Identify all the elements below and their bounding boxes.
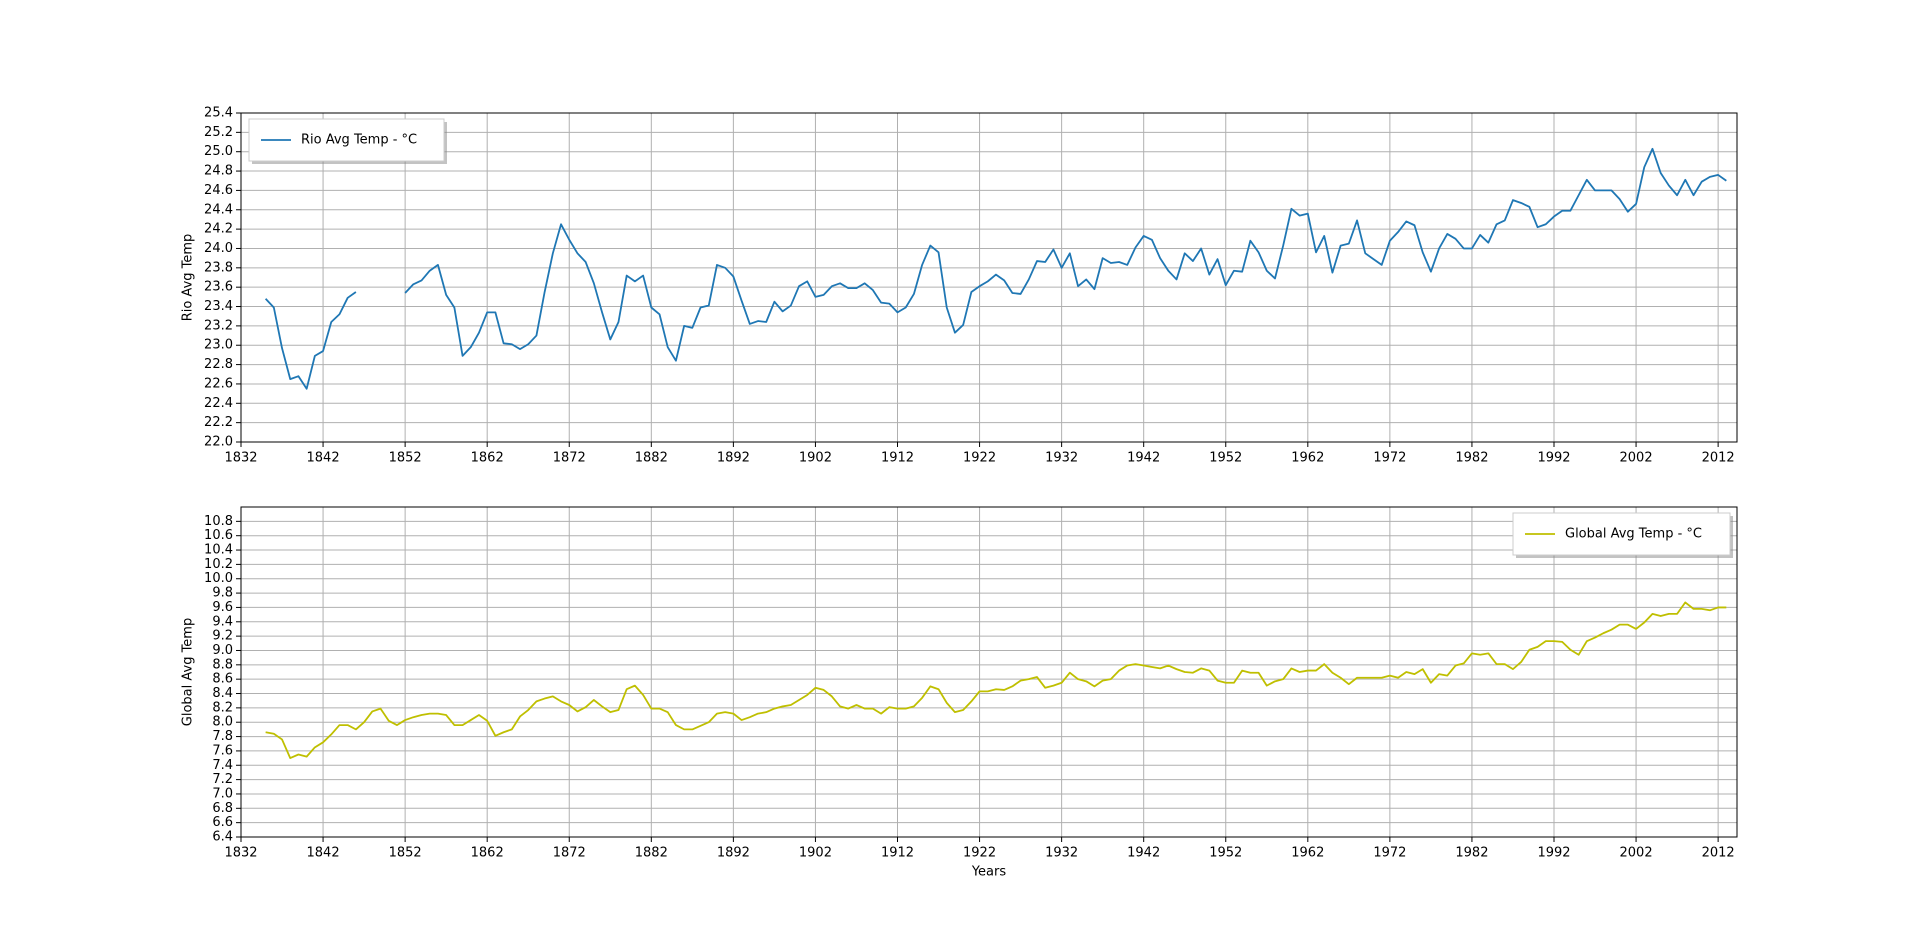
y-tick-label: 8.0 bbox=[212, 715, 233, 730]
y-tick-label: 9.2 bbox=[212, 629, 233, 644]
y-tick-label: 24.6 bbox=[204, 183, 233, 198]
y-tick-label: 25.0 bbox=[204, 144, 233, 159]
x-tick-label: 1892 bbox=[717, 846, 750, 861]
x-tick-label: 1942 bbox=[1127, 846, 1160, 861]
y-tick-label: 25.2 bbox=[204, 125, 233, 140]
x-tick-label: 1962 bbox=[1291, 451, 1324, 466]
x-tick-label: 2012 bbox=[1702, 846, 1735, 861]
x-tick-label: 1882 bbox=[635, 451, 668, 466]
y-tick-label: 23.4 bbox=[204, 299, 233, 314]
legend-label: Global Avg Temp - °C bbox=[1565, 527, 1702, 542]
y-tick-label: 9.0 bbox=[212, 643, 233, 658]
y-tick-label: 8.6 bbox=[212, 672, 233, 687]
y-tick-label: 22.8 bbox=[204, 357, 233, 372]
y-tick-label: 24.8 bbox=[204, 164, 233, 179]
x-tick-label: 1852 bbox=[389, 846, 422, 861]
data-line bbox=[264, 147, 1727, 390]
x-tick-label: 1872 bbox=[553, 846, 586, 861]
y-tick-label: 23.0 bbox=[204, 338, 233, 353]
x-tick-label: 1962 bbox=[1291, 846, 1324, 861]
x-tick-label: 1992 bbox=[1537, 846, 1570, 861]
x-tick-label: 1952 bbox=[1209, 451, 1242, 466]
y-tick-label: 10.2 bbox=[204, 557, 233, 572]
x-tick-label: 1872 bbox=[553, 451, 586, 466]
y-tick-label: 10.4 bbox=[204, 543, 233, 558]
y-tick-label: 22.2 bbox=[204, 415, 233, 430]
x-tick-label: 1832 bbox=[224, 846, 257, 861]
y-tick-label: 9.6 bbox=[212, 600, 233, 615]
x-tick-label: 1982 bbox=[1455, 846, 1488, 861]
x-tick-label: 1902 bbox=[799, 846, 832, 861]
x-tick-label: 1892 bbox=[717, 451, 750, 466]
y-tick-label: 6.8 bbox=[212, 801, 233, 816]
y-tick-label: 7.8 bbox=[212, 729, 233, 744]
y-tick-label: 23.6 bbox=[204, 280, 233, 295]
y-tick-label: 9.4 bbox=[212, 614, 233, 629]
y-tick-label: 8.4 bbox=[212, 686, 233, 701]
y-axis-label: Rio Avg Temp bbox=[181, 234, 196, 322]
y-tick-label: 22.0 bbox=[204, 435, 233, 450]
y-tick-label: 24.0 bbox=[204, 241, 233, 256]
y-axis-label: Global Avg Temp bbox=[181, 618, 196, 726]
x-tick-label: 1882 bbox=[635, 846, 668, 861]
y-tick-label: 9.8 bbox=[212, 586, 233, 601]
x-tick-label: 1862 bbox=[471, 846, 504, 861]
data-line bbox=[265, 601, 1727, 759]
y-tick-label: 24.2 bbox=[204, 222, 233, 237]
x-tick-label: 1912 bbox=[881, 846, 914, 861]
x-tick-label: 1972 bbox=[1373, 451, 1406, 466]
x-tick-label: 1852 bbox=[389, 451, 422, 466]
y-tick-label: 22.4 bbox=[204, 396, 233, 411]
x-tick-label: 1902 bbox=[799, 451, 832, 466]
y-tick-label: 8.2 bbox=[212, 700, 233, 715]
x-tick-label: 2002 bbox=[1620, 451, 1653, 466]
x-tick-label: 1922 bbox=[963, 451, 996, 466]
x-tick-label: 1972 bbox=[1373, 846, 1406, 861]
y-tick-label: 7.4 bbox=[212, 758, 233, 773]
x-tick-label: 1922 bbox=[963, 846, 996, 861]
y-tick-label: 24.4 bbox=[204, 202, 233, 217]
x-tick-label: 2002 bbox=[1620, 846, 1653, 861]
y-tick-label: 23.8 bbox=[204, 260, 233, 275]
legend: Global Avg Temp - °C bbox=[1512, 512, 1733, 558]
x-tick-label: 1992 bbox=[1537, 451, 1570, 466]
y-tick-label: 22.6 bbox=[204, 376, 233, 391]
y-tick-label: 10.0 bbox=[204, 571, 233, 586]
x-tick-label: 1932 bbox=[1045, 451, 1078, 466]
axes: 1832 1842 1852 1862 1872 1882 1892 1902 1912 1922… bbox=[204, 507, 1737, 861]
y-tick-label: 6.6 bbox=[212, 815, 233, 830]
x-tick-label: 1952 bbox=[1209, 846, 1242, 861]
legend-label: Rio Avg Temp - °C bbox=[301, 133, 417, 148]
x-tick-label: 2012 bbox=[1702, 451, 1735, 466]
y-tick-label: 23.2 bbox=[204, 318, 233, 333]
x-tick-label: 1942 bbox=[1127, 451, 1160, 466]
x-tick-label: 1982 bbox=[1455, 451, 1488, 466]
legend: Rio Avg Temp - °C bbox=[248, 118, 447, 164]
x-tick-label: 1932 bbox=[1045, 846, 1078, 861]
axes-frame bbox=[240, 506, 1738, 838]
y-tick-label: 10.6 bbox=[204, 528, 233, 543]
y-tick-label: 6.4 bbox=[212, 830, 233, 845]
y-tick-label: 7.0 bbox=[212, 786, 233, 801]
y-tick-label: 7.2 bbox=[212, 772, 233, 787]
y-tick-label: 7.6 bbox=[212, 743, 233, 758]
x-tick-label: 1832 bbox=[224, 451, 257, 466]
y-tick-label: 8.8 bbox=[212, 657, 233, 672]
x-tick-label: 1862 bbox=[471, 451, 504, 466]
x-tick-label: 1912 bbox=[881, 451, 914, 466]
axes-frame bbox=[240, 112, 1738, 443]
x-tick-label: 1842 bbox=[307, 846, 340, 861]
y-tick-label: 25.4 bbox=[204, 106, 233, 121]
x-axis-label: Years bbox=[971, 865, 1007, 880]
x-tick-label: 1842 bbox=[307, 451, 340, 466]
y-tick-label: 10.8 bbox=[204, 514, 233, 529]
